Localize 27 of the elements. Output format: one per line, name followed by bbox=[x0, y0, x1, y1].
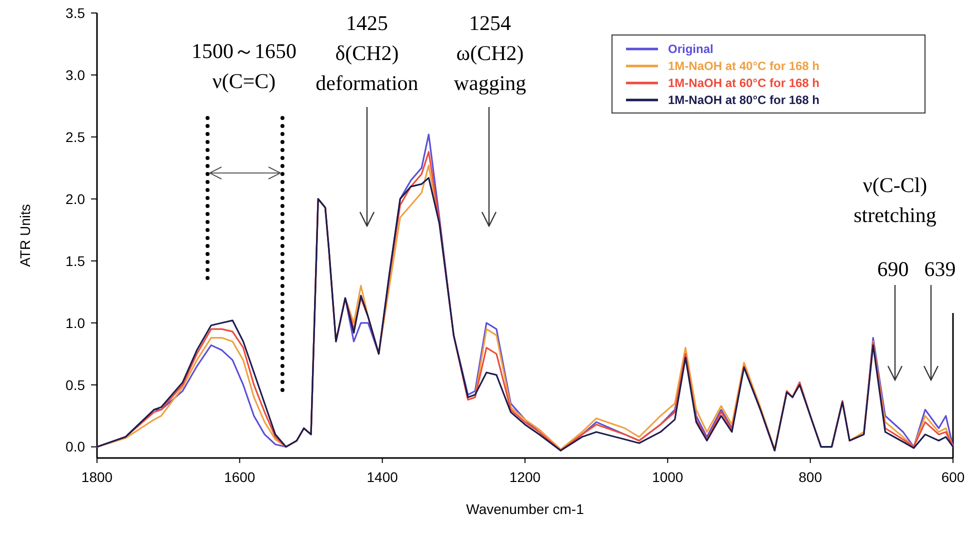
annotation: 1254 ω(CH2) wagging bbox=[454, 11, 527, 95]
x-tick-label: 1600 bbox=[224, 469, 256, 485]
legend-label: 1M-NaOH at 60°C for 168 h bbox=[668, 76, 820, 90]
x-tick-label: 600 bbox=[941, 469, 965, 485]
y-tick-label: 2.5 bbox=[66, 128, 86, 145]
x-tick-label: 1200 bbox=[509, 469, 541, 485]
y-tick-label: 3.0 bbox=[66, 66, 86, 83]
annotation: 1500～1650 ν(C=C) bbox=[192, 39, 296, 93]
y-tick-label: 1.5 bbox=[66, 252, 86, 269]
y-tick-label: 2.0 bbox=[66, 190, 86, 207]
annotation: 690 bbox=[877, 257, 909, 281]
x-tick-label: 800 bbox=[798, 469, 822, 485]
x-axis-title: Wavenumber cm-1 bbox=[466, 501, 584, 517]
annotation: 639 bbox=[924, 257, 956, 281]
x-tick-label: 1400 bbox=[366, 469, 398, 485]
y-tick-label: 3.5 bbox=[66, 4, 86, 21]
y-tick-label: 0.5 bbox=[66, 376, 86, 393]
x-tick-label: 1800 bbox=[81, 469, 113, 485]
y-tick-label: 1.0 bbox=[66, 314, 86, 331]
annotation: ν(C-Cl) stretching bbox=[854, 173, 937, 227]
legend-label: 1M-NaOH at 80°C for 168 h bbox=[668, 93, 820, 108]
annotation: 1425 δ(CH2) deformation bbox=[316, 11, 419, 95]
legend-label: 1M-NaOH at 40°C for 168 h bbox=[668, 59, 820, 74]
legend-label: Original bbox=[668, 42, 714, 56]
y-axis-title: ATR Units bbox=[17, 204, 33, 267]
x-tick-label: 1000 bbox=[652, 469, 684, 485]
y-tick-label: 0.0 bbox=[66, 438, 86, 455]
